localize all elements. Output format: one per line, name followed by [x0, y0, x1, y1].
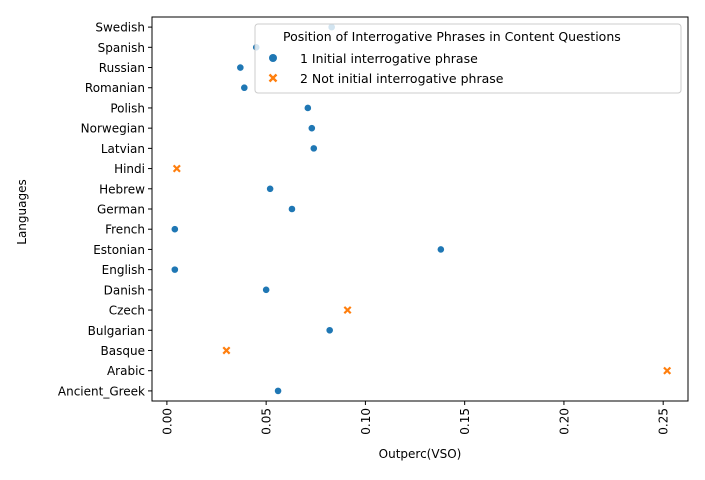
- y-axis: Swedish Spanish Russian Romanian Polish Norwe…: [58, 21, 152, 398]
- data-point-initial: [307, 124, 316, 133]
- data-point-initial: [309, 144, 318, 153]
- y-tick-label: Polish: [110, 101, 145, 115]
- y-tick-label: Norwegian: [81, 122, 145, 136]
- x-tick-label: 0.00: [160, 408, 174, 435]
- y-tick-label: Latvian: [101, 142, 145, 156]
- y-tick-label: Russian: [99, 61, 145, 75]
- y-tick-label: Estonian: [93, 243, 145, 257]
- y-tick-label: English: [102, 263, 145, 277]
- y-tick-label: Bulgarian: [88, 324, 145, 338]
- points-layer: [170, 23, 672, 395]
- legend-entry-not-initial: 2 Not initial interrogative phrase: [300, 71, 504, 86]
- y-tick-label: Romanian: [85, 81, 145, 95]
- x-tick-label: 0.15: [458, 408, 472, 435]
- legend-marker-not-initial: [268, 73, 278, 83]
- y-tick-label: German: [97, 203, 145, 217]
- data-point-initial: [288, 205, 296, 213]
- y-tick-label: Danish: [104, 283, 145, 297]
- y-tick-label: Swedish: [95, 21, 145, 35]
- legend-box: [254, 23, 682, 94]
- data-point-initial: [240, 83, 249, 92]
- y-tick-label: Basque: [101, 344, 145, 358]
- y-axis-title: Languages: [15, 179, 29, 244]
- y-tick-label: Czech: [109, 304, 145, 318]
- data-point-initial: [262, 285, 271, 294]
- x-tick-label: 0.20: [557, 408, 571, 435]
- data-point-not-initial: [172, 164, 181, 173]
- y-tick-label: French: [105, 223, 145, 237]
- data-point-initial: [274, 386, 282, 395]
- data-point-initial: [303, 104, 312, 112]
- y-tick-label: Hebrew: [99, 182, 145, 196]
- data-point-initial: [236, 63, 245, 72]
- x-tick-label: 0.10: [359, 408, 373, 435]
- data-point-initial: [266, 184, 275, 193]
- data-point-not-initial: [663, 366, 672, 375]
- legend: Position of Interrogative Phrases in Con…: [254, 23, 682, 94]
- legend-title: Position of Interrogative Phrases in Con…: [283, 29, 621, 44]
- data-point-not-initial: [222, 346, 231, 355]
- legend-entry-initial: 1 Initial interrogative phrase: [300, 51, 478, 66]
- x-axis-title: Outperc(VSO): [379, 447, 462, 461]
- data-point-initial: [325, 326, 334, 335]
- y-tick-label: Ancient_Greek: [58, 384, 145, 398]
- data-point-initial: [170, 225, 179, 234]
- y-tick-label: Arabic: [107, 364, 145, 378]
- x-tick-label: 0.25: [657, 408, 671, 435]
- legend-marker-initial: [269, 54, 277, 62]
- x-tick-label: 0.05: [260, 408, 274, 435]
- y-tick-label: Hindi: [114, 162, 145, 176]
- y-tick-label: Spanish: [98, 41, 145, 55]
- data-point-initial: [170, 265, 179, 274]
- data-point-not-initial: [343, 306, 352, 315]
- x-axis: 0.00 0.05 0.10 0.15 0.20 0.25: [160, 401, 671, 435]
- data-point-initial: [436, 245, 445, 254]
